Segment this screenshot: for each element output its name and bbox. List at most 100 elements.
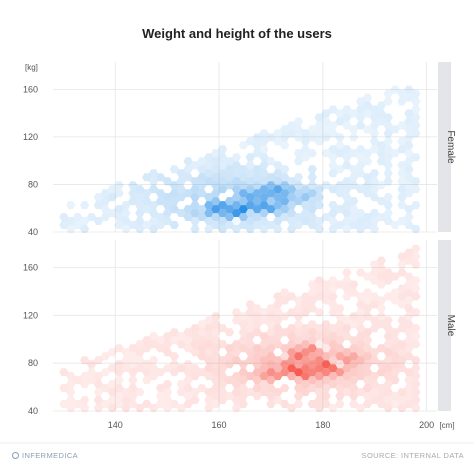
hex-cell bbox=[328, 292, 338, 301]
hex-cell bbox=[342, 380, 352, 389]
hex-cell bbox=[128, 368, 138, 377]
hex-cell bbox=[197, 205, 207, 214]
hex-cell bbox=[204, 225, 214, 233]
hex-cell bbox=[307, 400, 317, 408]
hex-cell bbox=[362, 368, 373, 377]
hex-cell bbox=[259, 217, 269, 225]
hex-cell bbox=[169, 205, 179, 214]
hex-cell bbox=[349, 400, 359, 408]
hex-cell bbox=[404, 125, 414, 134]
hex-cell bbox=[287, 372, 297, 381]
hex-cell bbox=[328, 380, 338, 389]
hex-cell bbox=[342, 217, 352, 225]
hex-cell bbox=[390, 125, 400, 134]
hex-cell bbox=[362, 392, 373, 400]
hex-cell bbox=[211, 181, 221, 190]
hex-cell bbox=[314, 324, 324, 333]
hex-cell bbox=[162, 177, 172, 186]
hex-cell bbox=[397, 396, 407, 404]
hex-cell bbox=[328, 356, 338, 365]
hex-cell bbox=[328, 348, 338, 357]
hex-cell bbox=[149, 356, 159, 365]
hex-cell bbox=[231, 388, 241, 396]
hex-cell bbox=[404, 280, 414, 289]
hex-cell bbox=[245, 169, 255, 178]
hex-cell bbox=[362, 101, 373, 110]
hex-cell bbox=[273, 193, 283, 202]
hex-cell bbox=[390, 296, 400, 305]
hex-cell bbox=[162, 209, 172, 217]
hex-cell bbox=[369, 380, 379, 389]
hex-cell bbox=[314, 332, 324, 341]
hex-cell bbox=[369, 324, 379, 333]
hex-cell bbox=[390, 336, 400, 345]
hex-cell bbox=[86, 376, 97, 385]
hex-cell bbox=[356, 340, 366, 349]
hex-cell bbox=[356, 324, 366, 333]
hex-cell bbox=[411, 89, 421, 98]
hex-cell bbox=[369, 121, 379, 130]
hex-cell bbox=[383, 137, 393, 146]
hex-cell bbox=[218, 356, 228, 365]
hex-cell bbox=[314, 340, 324, 349]
hex-cell bbox=[231, 348, 241, 357]
hex-cell bbox=[266, 221, 276, 229]
hex-cell bbox=[211, 312, 221, 321]
hex-cell bbox=[307, 328, 317, 337]
hex-cell bbox=[183, 336, 193, 345]
hex-cell bbox=[356, 348, 366, 357]
hex-cell bbox=[176, 177, 186, 186]
hex-cell bbox=[211, 328, 221, 337]
hex-cell bbox=[321, 368, 331, 377]
hex-cell bbox=[293, 336, 304, 345]
hex-cell bbox=[197, 328, 207, 337]
facet-strip bbox=[438, 62, 451, 232]
hex-cell bbox=[404, 221, 414, 229]
hex-cell bbox=[197, 368, 207, 377]
hex-cell bbox=[307, 181, 317, 190]
hex-cell bbox=[224, 197, 235, 206]
hex-cell bbox=[342, 388, 352, 396]
hex-cell bbox=[66, 217, 76, 225]
hex-cell bbox=[211, 376, 221, 385]
hex-cell bbox=[280, 213, 290, 221]
hex-cell bbox=[314, 364, 324, 373]
hex-cell bbox=[211, 157, 221, 166]
hex-cell bbox=[397, 252, 407, 261]
hex-cell bbox=[59, 384, 69, 393]
hex-cell bbox=[266, 173, 276, 182]
hex-cell bbox=[314, 380, 324, 389]
hex-cell bbox=[211, 173, 221, 182]
hex-cell bbox=[287, 225, 297, 233]
hex-cell bbox=[266, 312, 276, 321]
hex-cell bbox=[280, 352, 290, 361]
hex-cell bbox=[356, 300, 366, 309]
hex-cell bbox=[328, 129, 338, 138]
hex-cell bbox=[197, 189, 207, 198]
hex-cell bbox=[383, 121, 393, 130]
hex-cell bbox=[190, 209, 200, 217]
hex-cell bbox=[321, 384, 331, 393]
hex-cell bbox=[335, 320, 345, 329]
hex-cell bbox=[307, 296, 317, 305]
hex-cell bbox=[280, 173, 290, 182]
hex-cell bbox=[169, 352, 179, 361]
hex-cell bbox=[362, 312, 373, 321]
hex-cell bbox=[66, 380, 76, 389]
hex-cell bbox=[383, 209, 393, 217]
hex-cell bbox=[404, 288, 414, 297]
hex-cell bbox=[397, 292, 407, 301]
hex-cell bbox=[411, 356, 421, 365]
hex-cell bbox=[273, 308, 283, 317]
hex-cell bbox=[190, 364, 200, 373]
hex-cell bbox=[397, 201, 407, 210]
hex-cell bbox=[390, 392, 400, 400]
hex-cell bbox=[86, 368, 97, 377]
hex-cell bbox=[411, 292, 421, 301]
hex-cell bbox=[293, 157, 304, 166]
hex-cell bbox=[390, 288, 400, 297]
hex-cell bbox=[404, 165, 414, 174]
hex-cell bbox=[411, 153, 421, 162]
hex-cell bbox=[390, 344, 400, 353]
hex-cell bbox=[197, 352, 207, 361]
